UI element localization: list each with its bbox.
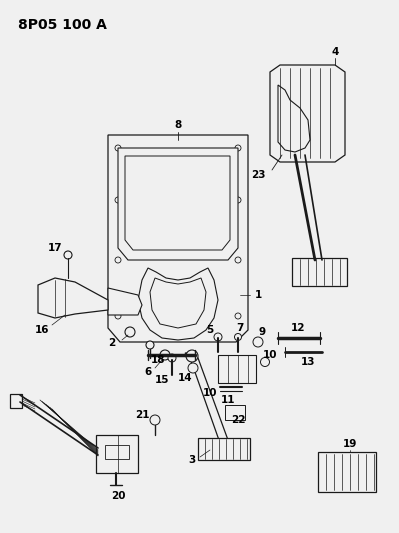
Text: 1: 1 [255,290,262,300]
Text: 8P05 100 A: 8P05 100 A [18,18,107,32]
Text: 12: 12 [291,323,305,333]
Circle shape [235,334,241,341]
Text: 2: 2 [109,338,116,348]
Text: 17: 17 [48,243,62,253]
Text: 4: 4 [331,47,339,57]
Polygon shape [118,148,238,260]
Polygon shape [185,353,228,443]
Text: 15: 15 [155,375,169,385]
Polygon shape [150,278,206,328]
Circle shape [64,251,72,259]
Text: 8: 8 [174,120,182,130]
Text: 14: 14 [178,373,192,383]
Polygon shape [270,65,345,162]
Circle shape [115,197,121,203]
Text: 23: 23 [251,170,265,180]
Text: 19: 19 [343,439,357,449]
Text: 5: 5 [206,325,213,335]
Bar [318,452,376,492]
Circle shape [235,197,241,203]
Bar [218,355,256,383]
Polygon shape [38,278,108,318]
Text: 16: 16 [35,325,49,335]
Circle shape [235,145,241,151]
Text: 11: 11 [221,395,235,405]
Text: 22: 22 [231,415,245,425]
Text: 21: 21 [135,410,149,420]
Circle shape [253,337,263,347]
Bar [105,445,129,459]
Circle shape [235,313,241,319]
Text: 10: 10 [263,350,277,360]
Circle shape [115,313,121,319]
Circle shape [115,145,121,151]
Circle shape [125,327,135,337]
Circle shape [115,257,121,263]
Circle shape [261,358,269,367]
Text: 13: 13 [301,357,315,367]
Bar [225,405,245,420]
Text: 20: 20 [111,491,125,501]
Bar [96,435,138,473]
Circle shape [150,415,160,425]
Text: 7: 7 [236,323,244,333]
Circle shape [186,350,198,362]
Polygon shape [138,268,218,340]
Polygon shape [108,135,248,342]
Circle shape [146,341,154,349]
Polygon shape [108,288,142,315]
Text: 18: 18 [151,355,165,365]
Circle shape [235,257,241,263]
Circle shape [188,363,198,373]
Bar [198,438,250,460]
Text: 6: 6 [144,367,152,377]
Text: 9: 9 [259,327,266,337]
Polygon shape [125,156,230,250]
Text: 3: 3 [188,455,196,465]
Circle shape [168,354,176,362]
Polygon shape [278,85,310,152]
Text: 10: 10 [203,388,217,398]
Bar [10,394,22,408]
Bar [292,258,347,286]
Circle shape [160,350,170,360]
Circle shape [214,333,222,341]
